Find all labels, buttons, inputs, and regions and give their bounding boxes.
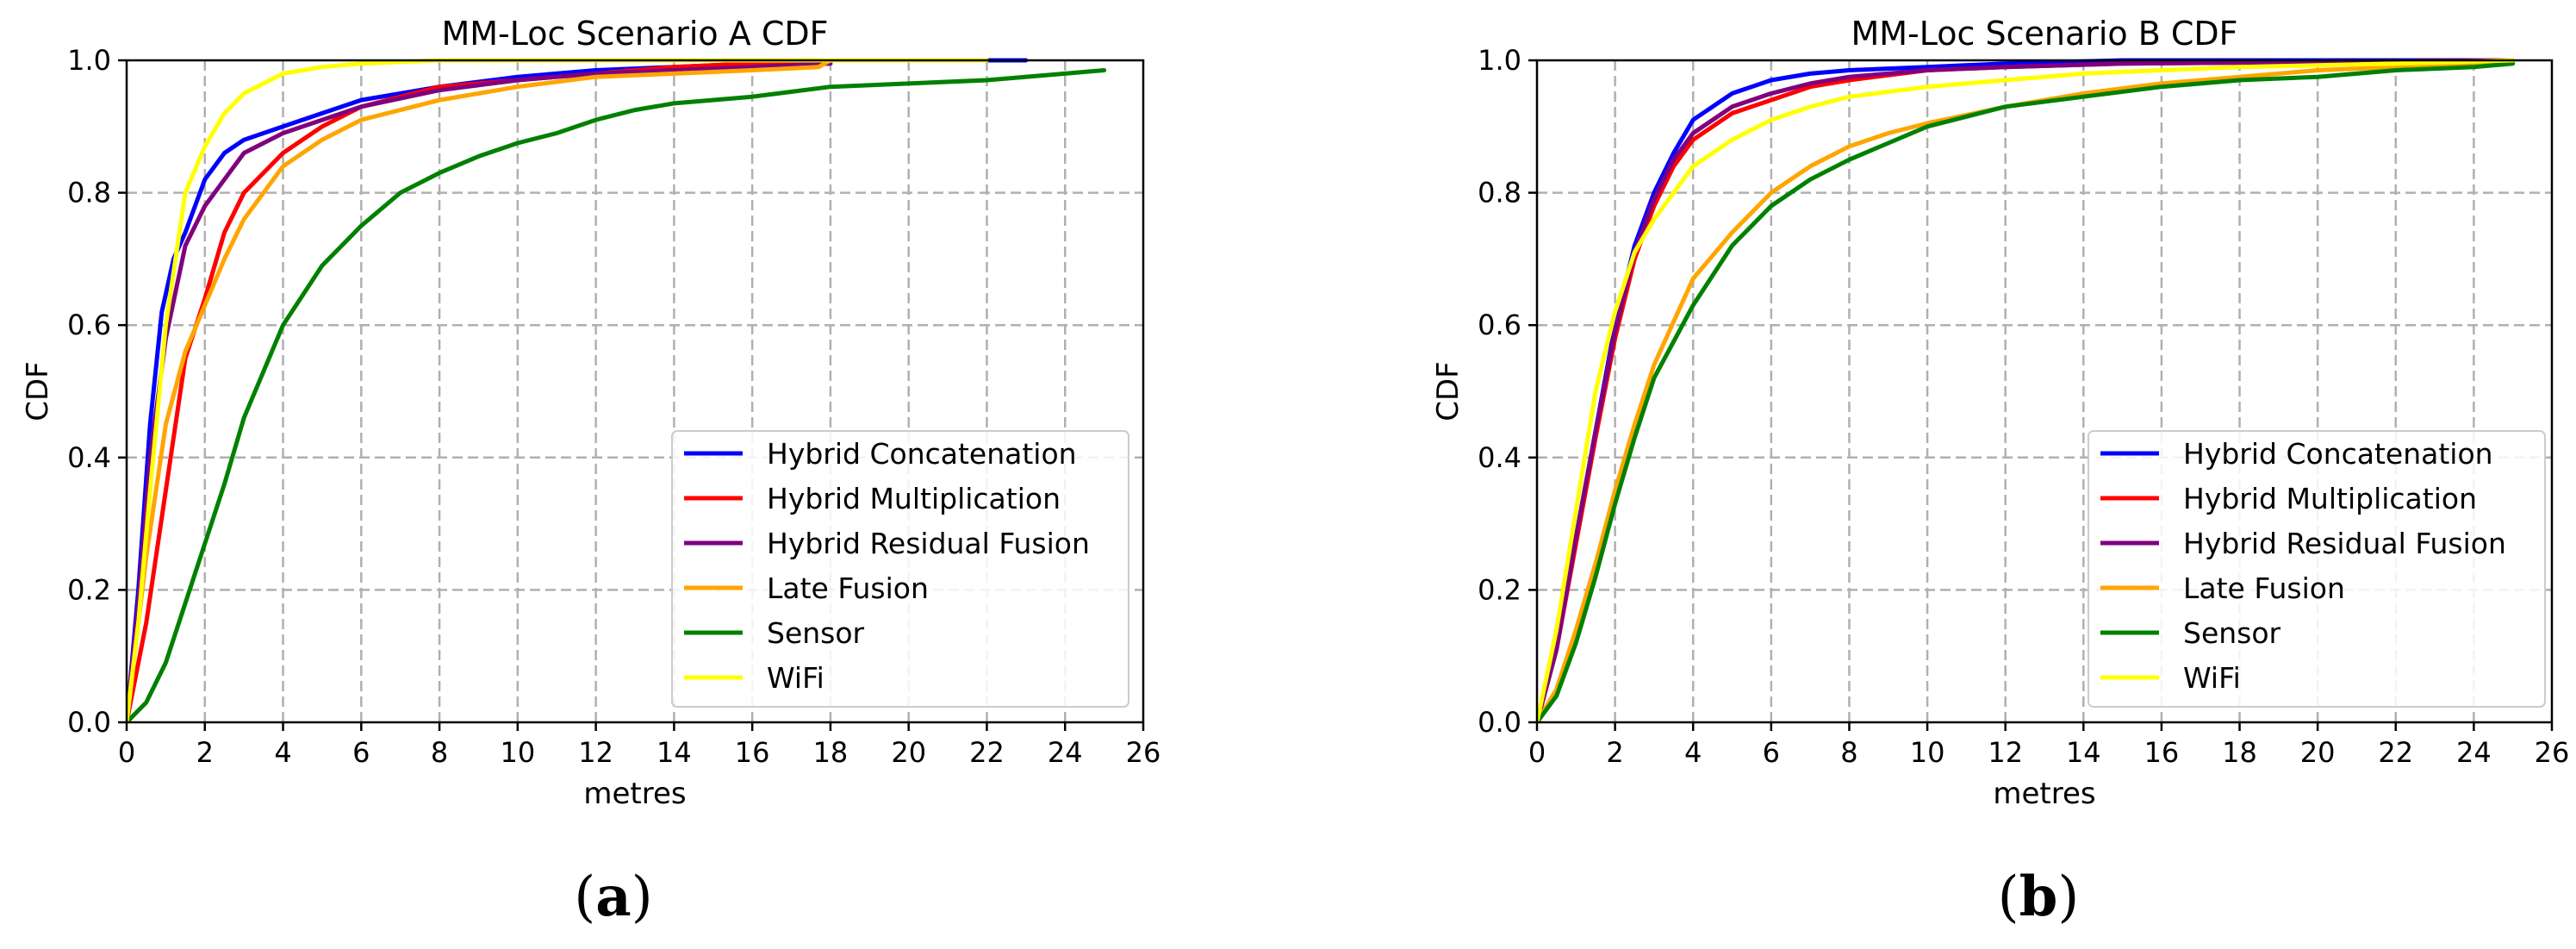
x-tick-label: 26 — [2535, 736, 2570, 769]
x-tick-label: 16 — [2144, 736, 2180, 769]
legend-entry: Late Fusion — [2183, 571, 2345, 605]
plot-frame — [1535, 59, 2554, 724]
x-tick-label: 6 — [352, 736, 370, 769]
y-tick-label: 0.0 — [1478, 706, 1521, 739]
x-tick-label: 26 — [1126, 736, 1161, 769]
y-tick-label: 0.8 — [1478, 177, 1521, 209]
y-tick-label: 0.6 — [67, 309, 111, 341]
y-tick-label: 1.0 — [67, 44, 111, 77]
panel-label: (a) — [574, 865, 652, 929]
legend: Hybrid Concatenation Hybrid Multiplicatio… — [671, 430, 1129, 708]
y-tick-label: 0.2 — [1478, 573, 1521, 606]
y-axis-label: CDF — [21, 361, 55, 421]
series-line-late-fusion — [127, 58, 833, 722]
x-tick-label: 12 — [1988, 736, 2023, 769]
y-tick-label: 0.8 — [67, 177, 111, 209]
x-tick-label: 24 — [2456, 736, 2492, 769]
y-tick-label: 0.4 — [67, 441, 111, 474]
chart-title: MM-Loc Scenario B CDF — [1851, 15, 2237, 53]
x-tick-label: 12 — [578, 736, 613, 769]
x-tick-label: 6 — [1763, 736, 1780, 769]
legend-entry: Sensor — [767, 616, 865, 650]
plot-frame — [125, 59, 1145, 724]
legend-entry: WiFi — [767, 661, 824, 695]
x-tick-label: 22 — [969, 736, 1005, 769]
y-tick-label: 1.0 — [1478, 44, 1521, 77]
x-tick-label: 24 — [1048, 736, 1083, 769]
y-tick-label: 0.6 — [1478, 309, 1521, 341]
chart-panel-b: 0 2 4 6 8 10 12 14 16 18 20 22 24 260.00.20.40.60.81.… — [1431, 15, 2569, 929]
y-axis-label: CDF — [1431, 361, 1465, 421]
legend: Hybrid Concatenation Hybrid Multiplicatio… — [2088, 430, 2546, 708]
y-tick-label: 0.4 — [1478, 441, 1521, 474]
x-tick-label: 14 — [656, 736, 692, 769]
x-tick-label: 18 — [813, 736, 849, 769]
series-line-wifi — [1537, 58, 2516, 722]
legend-entry: Sensor — [2183, 616, 2281, 650]
series-line-late-fusion — [1537, 58, 2516, 722]
x-tick-label: 8 — [1840, 736, 1857, 769]
series-line-sensor — [1537, 61, 2516, 722]
x-tick-label: 16 — [735, 736, 770, 769]
panel-label-close: ) — [632, 865, 653, 929]
series-line-hybrid-multiplication — [127, 58, 989, 722]
series-line-wifi — [127, 58, 989, 722]
x-tick-label: 8 — [431, 736, 448, 769]
panel-label-open: ( — [1998, 865, 2019, 929]
x-axis-label: metres — [1993, 777, 2095, 811]
y-tick-label: 0.0 — [67, 706, 111, 739]
x-axis-label: metres — [583, 777, 686, 811]
x-tick-label: 4 — [274, 736, 291, 769]
legend-entry: Hybrid Concatenation — [767, 437, 1077, 471]
panel-label-open: ( — [574, 865, 595, 929]
legend-entry: Hybrid Residual Fusion — [767, 527, 1090, 560]
x-tick-label: 20 — [2300, 736, 2336, 769]
panel-label: (b) — [1998, 865, 2080, 929]
x-tick-label: 14 — [2066, 736, 2101, 769]
x-tick-label: 2 — [1606, 736, 1623, 769]
legend-entry: Late Fusion — [767, 571, 929, 605]
x-tick-label: 10 — [500, 736, 535, 769]
x-tick-label: 0 — [1528, 736, 1546, 769]
legend-box — [671, 430, 1129, 708]
x-tick-label: 4 — [1684, 736, 1702, 769]
x-tick-label: 10 — [1910, 736, 1945, 769]
panel-label-close: ) — [2057, 865, 2079, 929]
panel-label-letter: a — [595, 865, 631, 929]
legend-box — [2088, 430, 2546, 708]
panel-label-letter: b — [2019, 865, 2058, 929]
legend-entry: WiFi — [2183, 661, 2241, 695]
legend-entry: Hybrid Concatenation — [2183, 437, 2493, 471]
legend-entry: Hybrid Multiplication — [767, 482, 1061, 515]
x-tick-label: 0 — [118, 736, 135, 769]
chart-title: MM-Loc Scenario A CDF — [441, 15, 828, 53]
y-tick-label: 0.2 — [67, 573, 111, 606]
x-tick-label: 18 — [2222, 736, 2257, 769]
x-tick-label: 22 — [2378, 736, 2413, 769]
series-line-hybrid-residual-fusion — [1537, 58, 2516, 722]
legend-entry: Hybrid Residual Fusion — [2183, 527, 2506, 560]
x-tick-label: 2 — [196, 736, 214, 769]
legend-entry: Hybrid Multiplication — [2183, 482, 2477, 515]
x-tick-label: 20 — [891, 736, 926, 769]
series-line-sensor — [127, 68, 1107, 722]
chart-panel-a: 0 2 4 6 8 10 12 14 16 18 20 22 24 260.00.20.40.60.81.… — [21, 15, 1160, 929]
